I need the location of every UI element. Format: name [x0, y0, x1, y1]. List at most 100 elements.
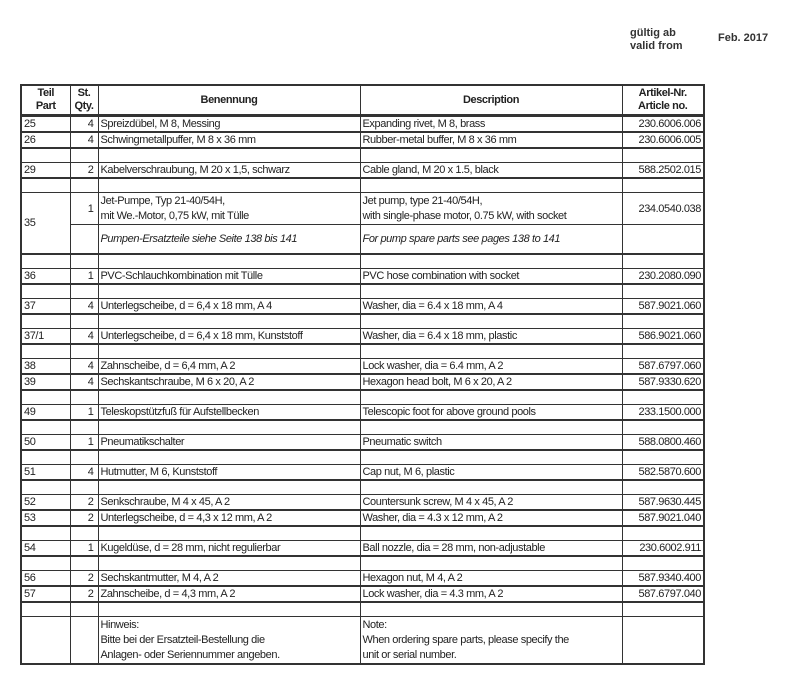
blank-row: [20, 253, 705, 269]
benennung-cell: Sechskantschraube, M 6 x 20, A 2: [97, 373, 361, 391]
qty-cell: 1: [69, 192, 99, 225]
empty-cell: [621, 177, 705, 193]
qty-cell: 2: [69, 494, 99, 511]
header-qty: St. Qty.: [69, 84, 99, 117]
qty-cell: 4: [69, 115, 99, 133]
empty-cell: [69, 419, 99, 435]
table-row: 57 2 Zahnscheibe, d = 4,3 mm, A 2 Lock wash…: [20, 585, 705, 603]
benennung-cell: Jet-Pumpe, Typ 21-40/54H, mit We.-Motor, …: [97, 192, 361, 225]
empty-cell: [69, 616, 99, 665]
part-cell: 49: [20, 404, 71, 421]
empty-cell: [359, 555, 623, 571]
empty-cell: [20, 525, 71, 541]
part-cell: 51: [20, 464, 71, 481]
qty-cell: 2: [69, 162, 99, 179]
article-cell: 587.6797.040: [621, 585, 705, 603]
table-row: 56 2 Sechskantmutter, M 4, A 2 Hexagon nut,…: [20, 570, 705, 587]
article-cell: 587.9330.620: [621, 373, 705, 391]
empty-cell: [20, 283, 71, 299]
empty-cell: [69, 479, 99, 495]
blank-row: [20, 479, 705, 495]
qty-cell: 1: [69, 540, 99, 557]
empty-cell: [621, 389, 705, 405]
qty-cell: 2: [69, 585, 99, 603]
description-cell: Lock washer, dia = 6.4 mm, A 2: [359, 358, 623, 375]
blank-row: [20, 177, 705, 193]
empty-cell: [97, 253, 361, 269]
empty-cell: [20, 343, 71, 359]
part-cell: 29: [20, 162, 71, 179]
description-cell: Pneumatic switch: [359, 434, 623, 451]
benennung-cell: Schwingmetallpuffer, M 8 x 36 mm: [97, 131, 361, 149]
valid-from-label: gültig ab valid from: [630, 27, 683, 53]
empty-cell: [621, 601, 705, 617]
empty-cell: [20, 616, 71, 665]
empty-cell: [97, 525, 361, 541]
pump-spare-parts-note-en: For pump spare parts see pages 138 to 14…: [359, 224, 623, 255]
part-cell: 52: [20, 494, 71, 511]
description-cell: Hexagon nut, M 4, A 2: [359, 570, 623, 587]
article-cell: 588.0800.460: [621, 434, 705, 451]
empty-cell: [69, 343, 99, 359]
header-article-en: Article no.: [638, 100, 688, 112]
description-cell: Telescopic foot for above ground pools: [359, 404, 623, 421]
table-header: Teil Part St. Qty. Benennung Description A…: [20, 84, 705, 117]
empty-cell: [69, 224, 99, 255]
part-cell: 57: [20, 585, 71, 603]
spare-parts-table: Teil Part St. Qty. Benennung Description A…: [20, 84, 705, 665]
empty-cell: [359, 419, 623, 435]
empty-cell: [69, 147, 99, 163]
benennung-line: mit We.-Motor, 0,75 kW, mit Tülle: [100, 210, 250, 222]
empty-cell: [359, 313, 623, 329]
valid-from-label-en: valid from: [630, 40, 683, 52]
description-cell: Washer, dia = 4.3 x 12 mm, A 2: [359, 509, 623, 527]
qty-cell: 1: [69, 268, 99, 285]
table-row: 50 1 Pneumatikschalter Pneumatic switch 588.…: [20, 434, 705, 451]
benennung-cell: Unterlegscheibe, d = 6,4 x 18 mm, Kunsts…: [97, 328, 361, 345]
qty-cell: 4: [69, 131, 99, 149]
qty-cell: 4: [69, 328, 99, 345]
description-cell: Washer, dia = 6.4 x 18 mm, plastic: [359, 328, 623, 345]
article-cell: 230.6006.005: [621, 131, 705, 149]
table-row: 38 4 Zahnscheibe, d = 6,4 mm, A 2 Lock wash…: [20, 358, 705, 375]
benennung-cell: Hutmutter, M 6, Kunststoff: [97, 464, 361, 481]
description-cell: Cable gland, M 20 x 1.5, black: [359, 162, 623, 179]
empty-cell: [621, 147, 705, 163]
blank-row: [20, 601, 705, 617]
benennung-cell: Unterlegscheibe, d = 4,3 x 12 mm, A 2: [97, 509, 361, 527]
article-cell: 587.9340.400: [621, 570, 705, 587]
benennung-cell: Pneumatikschalter: [97, 434, 361, 451]
empty-cell: [97, 601, 361, 617]
table-row: 37 4 Unterlegscheibe, d = 6,4 x 18 mm, A 4…: [20, 298, 705, 315]
part-cell: 37/1: [20, 328, 71, 345]
table-row: 49 1 Teleskopstützfuß für Aufstellbecken Te…: [20, 404, 705, 421]
description-line: with single-phase motor, 0.75 kW, with s…: [362, 210, 567, 222]
empty-cell: [69, 177, 99, 193]
table-row: 52 2 Senkschraube, M 4 x 45, A 2 Countersun…: [20, 494, 705, 511]
empty-cell: [621, 313, 705, 329]
empty-cell: [97, 283, 361, 299]
description-cell: Jet pump, type 21-40/54H, with single-pha…: [359, 192, 623, 225]
article-cell: 230.2080.090: [621, 268, 705, 285]
table-row: 26 4 Schwingmetallpuffer, M 8 x 36 mm Rubbe…: [20, 131, 705, 149]
empty-cell: [97, 389, 361, 405]
description-cell: Rubber-metal buffer, M 8 x 36 mm: [359, 131, 623, 149]
header-qty-de: St.: [77, 87, 91, 99]
qty-cell: 2: [69, 570, 99, 587]
empty-cell: [97, 343, 361, 359]
table-row: 53 2 Unterlegscheibe, d = 4,3 x 12 mm, A 2…: [20, 509, 705, 527]
empty-cell: [97, 479, 361, 495]
ordering-note-en-line: Note:: [362, 619, 388, 631]
blank-row: [20, 525, 705, 541]
article-cell: 586.9021.060: [621, 328, 705, 345]
empty-cell: [69, 253, 99, 269]
article-cell: 582.5870.600: [621, 464, 705, 481]
benennung-cell: Spreizdübel, M 8, Messing: [97, 115, 361, 133]
qty-cell: 1: [69, 404, 99, 421]
ordering-note-de-line: Anlagen- oder Seriennummer angeben.: [100, 649, 281, 661]
empty-cell: [359, 525, 623, 541]
part-cell: 37: [20, 298, 71, 315]
table-row: 54 1 Kugeldüse, d = 28 mm, nicht regulierb…: [20, 540, 705, 557]
empty-cell: [69, 555, 99, 571]
empty-cell: [621, 555, 705, 571]
